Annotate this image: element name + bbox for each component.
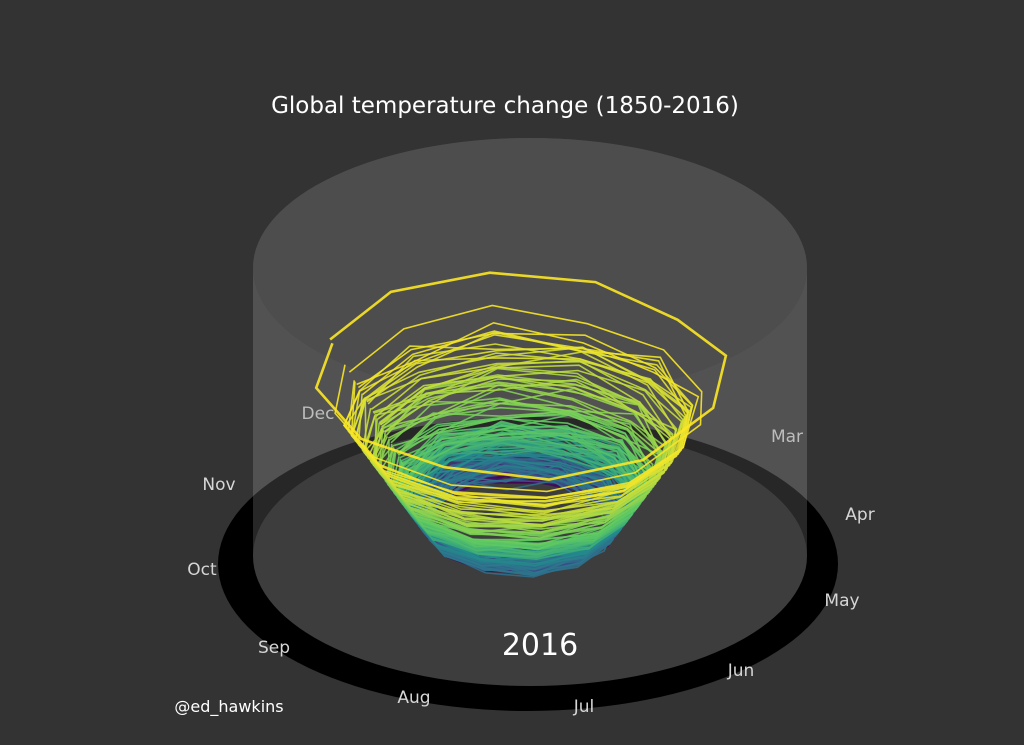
month-label-dec: Dec bbox=[302, 404, 335, 424]
chart-title: Global temperature change (1850-2016) bbox=[271, 93, 739, 119]
month-label-oct: Oct bbox=[187, 560, 217, 580]
month-label-apr: Apr bbox=[845, 505, 874, 525]
credit-handle: @ed_hawkins bbox=[174, 697, 283, 717]
month-label-jun: Jun bbox=[727, 661, 755, 681]
month-label-mar: Mar bbox=[771, 427, 803, 447]
month-label-sep: Sep bbox=[258, 638, 290, 658]
month-label-aug: Aug bbox=[397, 688, 430, 708]
current-year-label: 2016 bbox=[502, 628, 578, 663]
month-label-jul: Jul bbox=[573, 697, 595, 717]
month-label-may: May bbox=[824, 591, 859, 611]
month-label-nov: Nov bbox=[202, 475, 235, 495]
